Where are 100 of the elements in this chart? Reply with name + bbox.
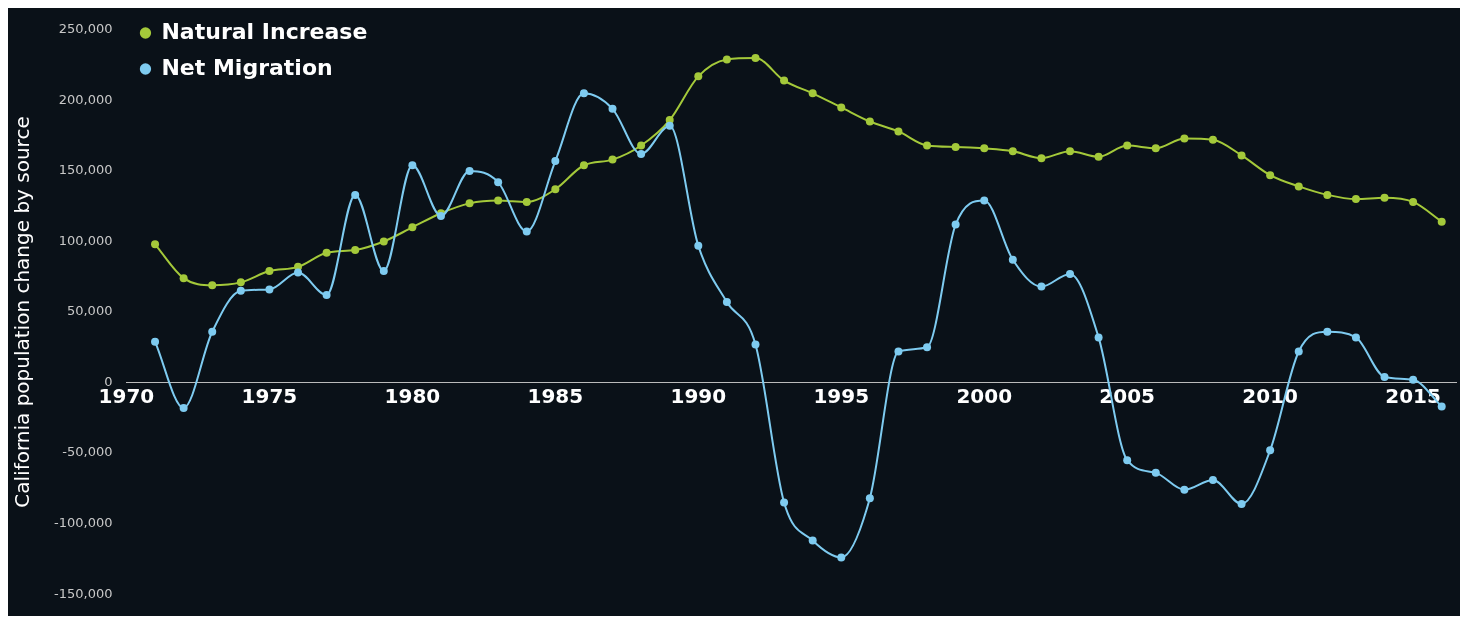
point — [694, 241, 703, 250]
point — [780, 498, 789, 507]
point — [379, 237, 388, 246]
point — [1266, 171, 1275, 180]
point — [1037, 282, 1046, 291]
point — [208, 281, 217, 290]
point — [351, 190, 360, 199]
point — [465, 199, 474, 208]
point — [1208, 135, 1217, 144]
point — [179, 403, 188, 412]
point — [551, 157, 560, 166]
y-tick-label: -150,000 — [54, 585, 113, 601]
legend-label: Net Migration — [161, 54, 333, 80]
point — [1180, 485, 1189, 494]
point — [494, 196, 503, 205]
point — [1351, 195, 1360, 204]
point — [1266, 446, 1275, 455]
point — [179, 274, 188, 283]
point — [951, 220, 960, 229]
point — [1208, 475, 1217, 484]
point — [579, 89, 588, 98]
point — [894, 347, 903, 356]
point — [1437, 402, 1446, 411]
point — [923, 343, 932, 352]
point — [1008, 147, 1017, 156]
point — [379, 267, 388, 276]
y-tick-label: -50,000 — [62, 444, 113, 460]
point — [637, 141, 646, 150]
point — [1037, 154, 1046, 163]
point — [751, 54, 760, 63]
y-tick-label: 150,000 — [58, 162, 113, 178]
x-tick-label: 1975 — [241, 383, 298, 408]
y-axis-title: California population change by source — [10, 116, 35, 508]
point — [722, 55, 731, 64]
point — [522, 227, 531, 236]
point — [1409, 375, 1418, 384]
point — [236, 286, 245, 295]
point — [1294, 347, 1303, 356]
point — [1323, 190, 1332, 199]
point — [1237, 151, 1246, 160]
point — [1066, 147, 1074, 156]
point — [980, 144, 989, 153]
point — [608, 155, 617, 164]
point — [1437, 217, 1446, 226]
point — [1380, 372, 1389, 381]
point — [951, 142, 960, 151]
point — [1123, 141, 1132, 150]
point — [1094, 152, 1103, 161]
x-tick-label: 1980 — [384, 383, 441, 408]
point — [551, 185, 560, 194]
point — [522, 197, 531, 206]
point — [1409, 197, 1418, 206]
point — [265, 285, 274, 294]
point — [1123, 456, 1132, 465]
x-tick-label: 1995 — [813, 383, 870, 408]
point — [408, 161, 417, 170]
point — [923, 141, 932, 150]
point — [322, 248, 331, 257]
point — [1380, 193, 1389, 202]
point — [894, 127, 903, 136]
point — [780, 76, 789, 85]
point — [1066, 269, 1074, 278]
point — [465, 166, 474, 175]
x-tick-label: 1990 — [670, 383, 727, 408]
point — [865, 117, 874, 126]
point — [637, 149, 646, 158]
y-tick-label: -100,000 — [54, 515, 113, 531]
point — [665, 121, 674, 130]
point — [265, 267, 274, 276]
point — [608, 104, 617, 113]
point — [351, 245, 360, 254]
point — [808, 89, 817, 98]
y-tick-label: 200,000 — [58, 91, 113, 107]
point — [1351, 333, 1360, 342]
point — [408, 223, 417, 232]
point — [1094, 333, 1103, 342]
point — [980, 196, 989, 205]
point — [1294, 182, 1303, 191]
point — [208, 327, 217, 336]
legend-label: Natural Increase — [161, 18, 368, 44]
y-tick-label: 250,000 — [58, 21, 113, 37]
point — [808, 536, 817, 545]
y-tick-label: 100,000 — [58, 232, 113, 248]
point — [1151, 144, 1160, 153]
y-tick-label: 50,000 — [66, 303, 113, 319]
point — [322, 291, 331, 300]
point — [1323, 327, 1332, 336]
point — [1237, 499, 1246, 508]
point — [579, 161, 588, 170]
point — [151, 337, 160, 346]
point — [694, 72, 703, 81]
point — [494, 178, 503, 187]
x-tick-label: 2000 — [956, 383, 1013, 408]
point — [837, 553, 846, 562]
x-tick-label: 1985 — [527, 383, 584, 408]
point — [837, 103, 846, 112]
point — [236, 278, 245, 287]
point — [1151, 468, 1160, 477]
point — [1180, 134, 1189, 143]
point — [1008, 255, 1017, 264]
